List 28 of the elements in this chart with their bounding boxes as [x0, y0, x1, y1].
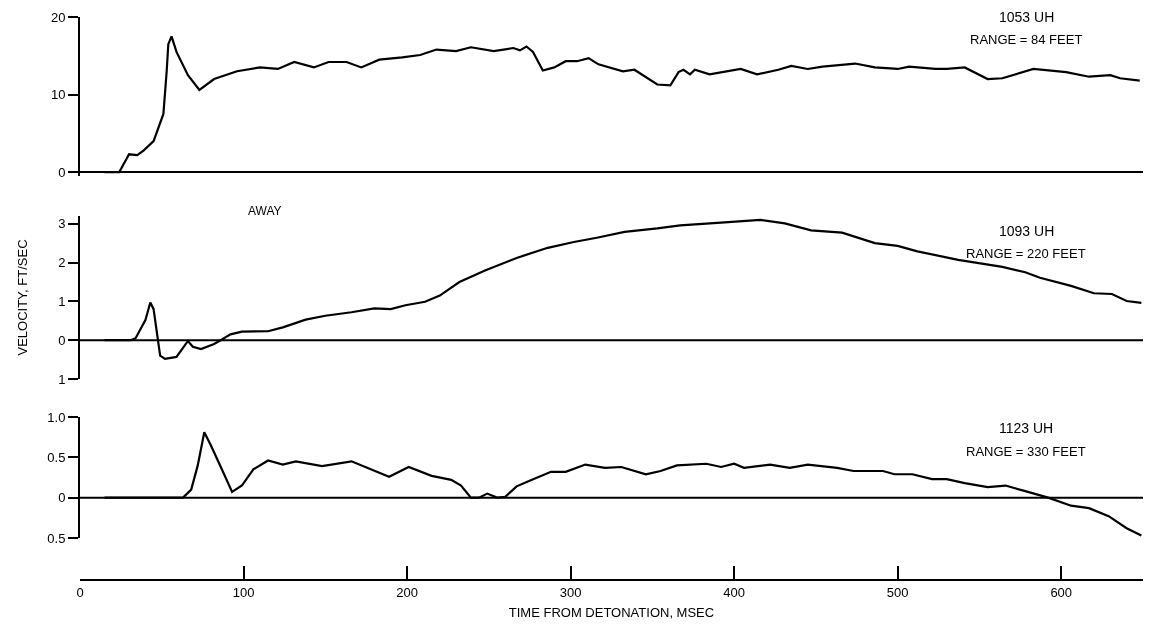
x-tick-label: 500 [886, 584, 909, 600]
y-tick-label: 0 [58, 490, 66, 506]
annotation: RANGE = 220 FEET [966, 246, 1086, 261]
y-tick-label: 0 [58, 332, 66, 348]
y-tick-label: 1 [58, 371, 66, 387]
y-tick-label: 1.0 [47, 409, 66, 425]
annotation: RANGE = 330 FEET [966, 444, 1086, 459]
x-tick-label: 200 [396, 584, 418, 600]
y-tick-label: 0.5 [47, 530, 66, 546]
x-tick-label: 300 [559, 584, 582, 600]
annotation: AWAY [248, 204, 282, 218]
y-axis-title: VELOCITY, FT/SEC [14, 239, 30, 356]
x-tick-label: 600 [1050, 584, 1073, 600]
annotation: 1053 UH [999, 9, 1055, 25]
x-tick-label: 100 [232, 584, 255, 600]
annotation: 1093 UH [999, 223, 1055, 239]
y-tick-label: 0.5 [47, 449, 66, 465]
y-tick-label: 1 [58, 293, 66, 309]
x-axis-title: TIME FROM DETONATION, MSEC [508, 604, 715, 620]
y-tick-label: 0 [58, 164, 66, 180]
annotation: RANGE = 84 FEET [970, 32, 1083, 47]
x-tick-label: 400 [723, 584, 745, 600]
x-tick-label: 0 [76, 584, 84, 600]
y-tick-label: 10 [50, 87, 66, 103]
y-tick-label: 20 [50, 9, 66, 25]
y-tick-label: 3 [58, 216, 66, 232]
y-tick-label: 2 [58, 255, 66, 271]
annotation: 1123 UH [999, 420, 1054, 436]
